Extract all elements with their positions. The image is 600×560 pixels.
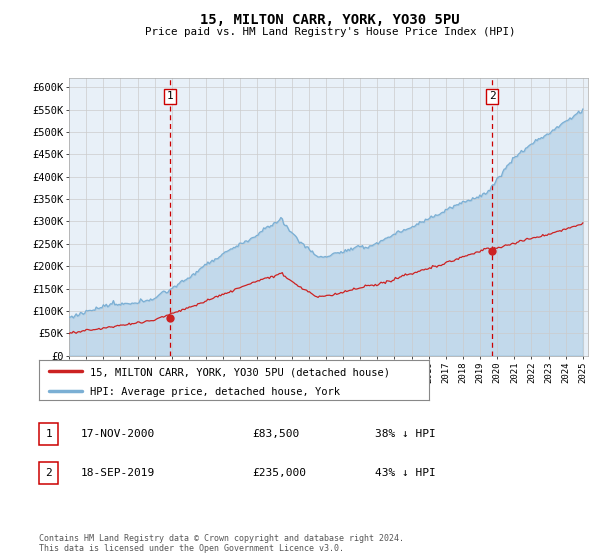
Text: Contains HM Land Registry data © Crown copyright and database right 2024.
This d: Contains HM Land Registry data © Crown c…	[39, 534, 404, 553]
Text: £235,000: £235,000	[252, 468, 306, 478]
Text: 38% ↓ HPI: 38% ↓ HPI	[375, 429, 436, 439]
Text: 2: 2	[489, 91, 496, 101]
Text: 18-SEP-2019: 18-SEP-2019	[81, 468, 155, 478]
Text: 43% ↓ HPI: 43% ↓ HPI	[375, 468, 436, 478]
Text: 1: 1	[45, 429, 52, 439]
Text: Price paid vs. HM Land Registry's House Price Index (HPI): Price paid vs. HM Land Registry's House …	[145, 27, 515, 37]
Text: HPI: Average price, detached house, York: HPI: Average price, detached house, York	[90, 388, 340, 398]
Text: 15, MILTON CARR, YORK, YO30 5PU: 15, MILTON CARR, YORK, YO30 5PU	[200, 13, 460, 27]
Text: 15, MILTON CARR, YORK, YO30 5PU (detached house): 15, MILTON CARR, YORK, YO30 5PU (detache…	[90, 367, 390, 377]
Text: £83,500: £83,500	[252, 429, 299, 439]
Text: 17-NOV-2000: 17-NOV-2000	[81, 429, 155, 439]
Text: 2: 2	[45, 468, 52, 478]
Text: 1: 1	[166, 91, 173, 101]
